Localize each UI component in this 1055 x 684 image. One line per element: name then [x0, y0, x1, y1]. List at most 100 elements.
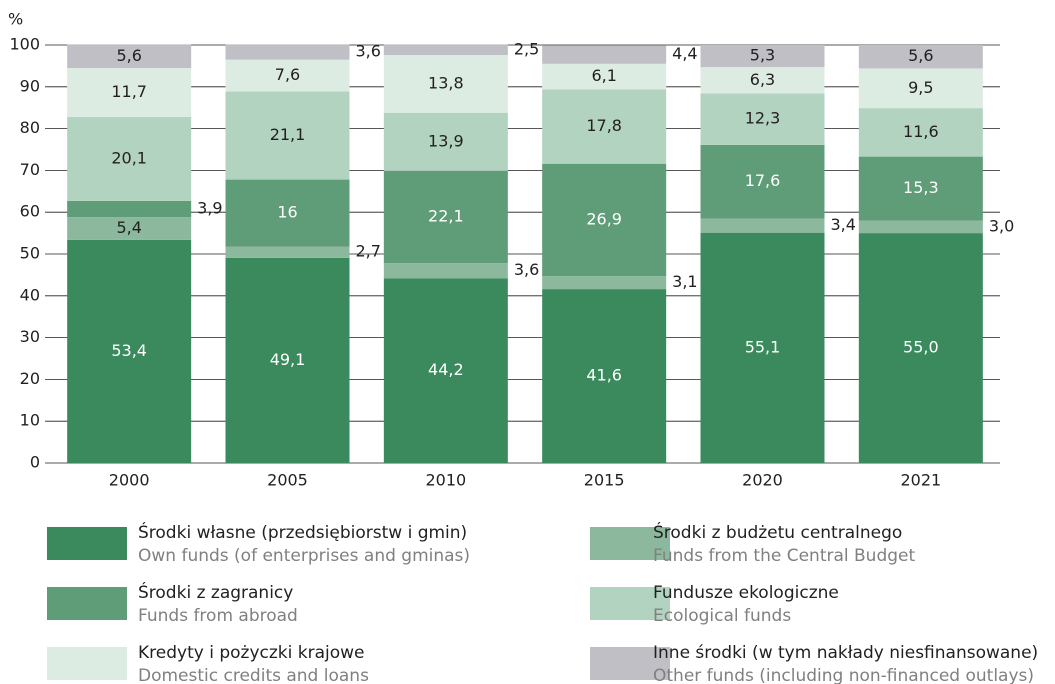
- data-label: 9,5: [908, 78, 933, 97]
- legend-swatch: [47, 587, 127, 620]
- bar-segment: [383, 170, 508, 264]
- bar-segment: [225, 44, 350, 60]
- bar-segment: [225, 257, 350, 463]
- data-label: 49,1: [270, 350, 306, 369]
- legend-sublabel: Ecological funds: [653, 606, 791, 626]
- x-tick-label: 2000: [109, 471, 150, 490]
- legend-swatch: [590, 587, 670, 620]
- data-label: 15,3: [903, 178, 939, 197]
- data-label: 3,0: [989, 216, 1014, 235]
- bar-segment: [542, 63, 667, 90]
- bar-segment: [383, 278, 508, 463]
- bar-segment: [542, 89, 667, 164]
- bar-segment: [383, 112, 508, 171]
- legend-label: Inne środki (w tym nakłady niesfinansowa…: [653, 643, 1038, 663]
- bar-segment: [542, 163, 667, 277]
- y-tick-label: 100: [9, 35, 40, 54]
- data-label: 13,9: [428, 131, 464, 150]
- data-label: 5,6: [116, 46, 141, 65]
- data-label: 20,1: [111, 148, 147, 167]
- bar-segment: [858, 68, 983, 109]
- bar-segment: [700, 144, 825, 219]
- data-label: 5,3: [750, 46, 775, 65]
- legend-swatch: [47, 527, 127, 560]
- bar-segment: [700, 93, 825, 145]
- data-label: 3,4: [831, 215, 856, 234]
- data-label: 44,2: [428, 360, 464, 379]
- data-label: 17,6: [745, 171, 781, 190]
- x-tick-label: 2021: [900, 471, 941, 490]
- bar-segment: [542, 45, 667, 64]
- bar-segment: [542, 289, 667, 463]
- data-label: 11,6: [903, 122, 939, 141]
- data-label: 6,3: [750, 70, 775, 89]
- legend-sublabel: Own funds (of enterprises and gminas): [138, 546, 470, 566]
- data-label: 3,6: [514, 260, 539, 279]
- bar-segment: [700, 67, 825, 94]
- data-label: 17,8: [586, 116, 622, 135]
- legend-sublabel: Domestic credits and loans: [138, 666, 369, 684]
- bar-segment: [700, 218, 825, 233]
- x-tick-label: 2015: [584, 471, 625, 490]
- y-tick-label: 30: [20, 327, 40, 346]
- legend-label: Środki własne (przedsiębiorstw i gmin): [138, 521, 467, 543]
- data-label: 22,1: [428, 207, 464, 226]
- legend-sublabel: Funds from abroad: [138, 606, 298, 626]
- x-tick-label: 2020: [742, 471, 783, 490]
- bar-segment: [858, 156, 983, 221]
- legend-swatch: [47, 647, 127, 680]
- bar-segment: [383, 263, 508, 279]
- bar-segment: [67, 217, 192, 240]
- legend-swatch: [590, 647, 670, 680]
- y-tick-label: 0: [30, 453, 40, 472]
- data-label: 5,4: [116, 218, 141, 237]
- y-tick-label: 90: [20, 76, 40, 95]
- legend-label: Kredyty i pożyczki krajowe: [138, 643, 365, 663]
- data-label: 5,6: [908, 46, 933, 65]
- bar-segment: [542, 276, 667, 290]
- data-label: 55,1: [745, 337, 781, 356]
- bar-segment: [700, 232, 825, 463]
- bar-segment: [67, 200, 192, 218]
- bar-segment: [858, 233, 983, 463]
- data-label: 16: [277, 203, 297, 222]
- data-label: 2,5: [514, 39, 539, 58]
- bar-segment: [858, 45, 983, 69]
- data-label: 21,1: [270, 125, 306, 144]
- bar-segment: [383, 55, 508, 113]
- data-label: 4,4: [672, 44, 697, 63]
- legend-sublabel: Funds from the Central Budget: [653, 546, 915, 566]
- legend-label: Środki z zagranicy: [138, 581, 293, 603]
- bar-segment: [700, 45, 825, 68]
- bar-segment: [67, 67, 192, 117]
- data-label: 12,3: [745, 109, 781, 128]
- legend-label: Środki z budżetu centralnego: [653, 521, 902, 543]
- data-label: 3,1: [672, 272, 697, 291]
- bar-segment: [67, 239, 192, 463]
- data-label: 41,6: [586, 366, 622, 385]
- x-tick-label: 2005: [267, 471, 308, 490]
- data-label: 26,9: [586, 209, 622, 228]
- data-label: 13,8: [428, 73, 464, 92]
- bar-segment: [67, 116, 192, 201]
- data-label: 53,4: [111, 341, 147, 360]
- data-label: 55,0: [903, 338, 939, 357]
- bar-segment: [225, 59, 350, 92]
- bar-segment: [225, 179, 350, 247]
- data-label: 11,7: [111, 82, 147, 101]
- legend-label: Fundusze ekologiczne: [653, 583, 839, 603]
- bar-segment: [225, 91, 350, 180]
- data-label: 6,1: [591, 66, 616, 85]
- y-tick-label: 40: [20, 285, 40, 304]
- y-tick-label: 60: [20, 202, 40, 221]
- y-tick-label: 10: [20, 411, 40, 430]
- data-label: 2,7: [356, 242, 381, 261]
- bar-segment: [858, 108, 983, 157]
- y-tick-label: 70: [20, 160, 40, 179]
- x-tick-label: 2010: [425, 471, 466, 490]
- bar-segment: [67, 44, 192, 68]
- legend-swatch: [590, 527, 670, 560]
- y-tick-label: 50: [20, 244, 40, 263]
- data-label: 3,9: [197, 199, 222, 218]
- data-label: 3,6: [356, 42, 381, 61]
